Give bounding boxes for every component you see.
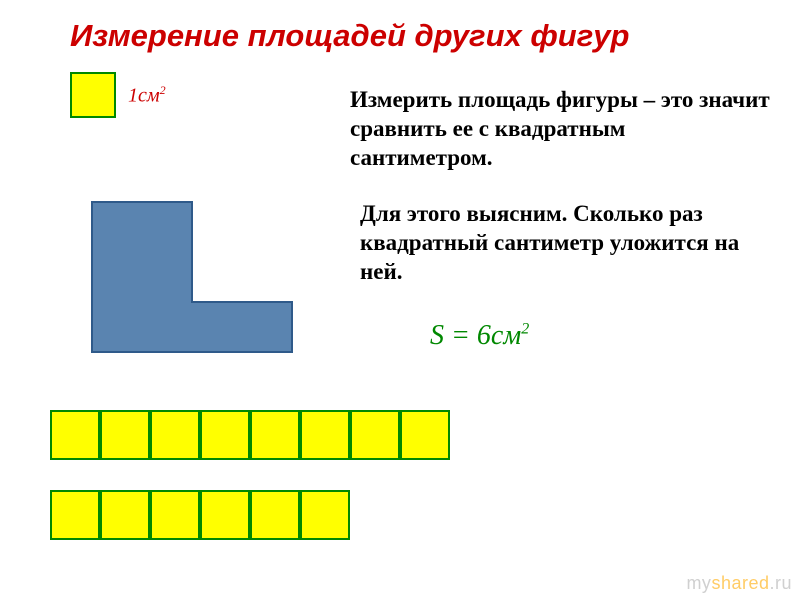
unit-cell [250,410,300,460]
square-row-1 [50,410,450,460]
l-shape-svg [90,200,294,354]
unit-cell [50,410,100,460]
formula-sup: 2 [521,321,529,338]
page-title: Измерение площадей других фигур [70,18,629,54]
method-paragraph: Для этого выясним. Сколько раз квадратны… [360,200,770,286]
unit-square-block: 1см2 [70,72,166,118]
unit-cell [300,410,350,460]
formula-value: 6 [477,320,491,351]
unit-cell [100,410,150,460]
definition-paragraph: Измерить площадь фигуры – это значит сра… [350,86,770,172]
area-formula: S = 6см2 [430,320,529,352]
formula-unit: см [491,320,521,351]
watermark-pre: my [686,573,711,593]
unit-cell [150,410,200,460]
l-shape-figure [90,200,294,359]
unit-cell [350,410,400,460]
watermark-accent: shared [711,573,769,593]
formula-lhs: S [430,320,444,351]
l-shape-polygon [92,202,292,352]
formula-eq: = [444,320,477,351]
watermark: myshared.ru [686,573,792,594]
unit-label: 1см2 [128,83,166,108]
unit-cell [200,490,250,540]
unit-cell [300,490,350,540]
unit-square [70,72,116,118]
unit-cell [400,410,450,460]
watermark-post: .ru [769,573,792,593]
unit-cell [100,490,150,540]
unit-cell [150,490,200,540]
unit-label-base: 1см [128,84,160,106]
square-row-2 [50,490,350,540]
unit-label-sup: 2 [160,83,166,97]
unit-cell [50,490,100,540]
unit-cell [250,490,300,540]
unit-cell [200,410,250,460]
